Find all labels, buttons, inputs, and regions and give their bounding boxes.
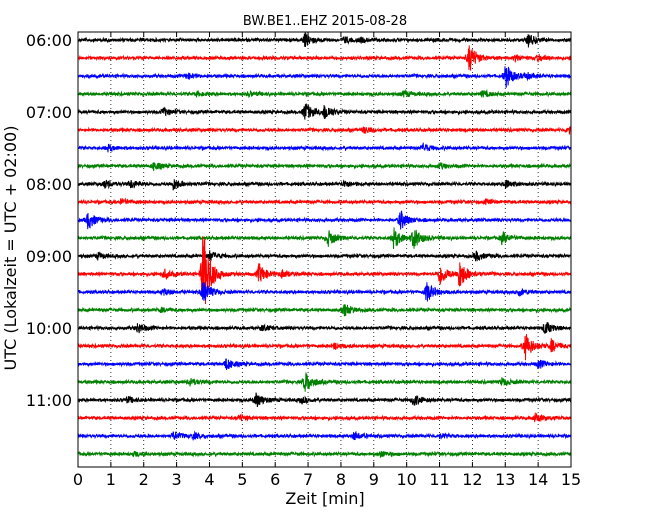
x-tick-label: 14	[528, 470, 548, 489]
trace-1030	[77, 358, 572, 371]
x-tick-label: 8	[336, 470, 346, 489]
y-tick-label: 09:00	[26, 247, 72, 266]
x-tick-label: 5	[237, 470, 247, 489]
x-tick-label: 12	[462, 470, 482, 489]
y-tick-label: 10:00	[26, 319, 72, 338]
trace-0600	[77, 32, 572, 48]
trace-0700	[77, 103, 572, 120]
trace-1145	[77, 450, 572, 458]
trace-0615	[77, 45, 572, 71]
x-tick-label: 9	[369, 470, 379, 489]
x-tick-label: 10	[396, 470, 416, 489]
chart-title: BW.BE1..EHZ 2015-08-28	[243, 14, 407, 29]
trace-1045	[77, 372, 572, 392]
trace-0930	[77, 281, 572, 302]
trace-0715	[77, 126, 572, 135]
x-tick-label: 4	[204, 470, 214, 489]
trace-0945	[77, 304, 572, 317]
trace-0900	[77, 250, 572, 262]
x-axis-label: Zeit [min]	[285, 489, 364, 508]
y-axis-ticks: 06:00 07:00 08:00 09:00 10:00 11:00	[26, 31, 571, 410]
trace-0800	[77, 179, 572, 191]
y-tick-label: 08:00	[26, 175, 72, 194]
grid-lines	[110, 32, 539, 467]
trace-0645	[77, 88, 572, 99]
trace-1000	[77, 322, 572, 334]
x-axis-ticks: 0 1 2 3 4 5 6 7 8 9 10 11 12 13 14 15	[73, 32, 581, 489]
x-tick-label: 6	[270, 470, 280, 489]
x-tick-label: 13	[495, 470, 515, 489]
x-tick-label: 3	[172, 470, 182, 489]
y-tick-label: 11:00	[26, 391, 72, 410]
y-axis-label: UTC (Lokalzeit = UTC + 02:00)	[1, 126, 20, 371]
trace-0745	[77, 162, 572, 171]
y-tick-label: 07:00	[26, 103, 72, 122]
x-tick-label: 2	[139, 470, 149, 489]
seismogram-traces	[77, 32, 572, 458]
trace-0915	[77, 236, 572, 305]
trace-0830	[77, 210, 572, 230]
trace-0845	[77, 227, 572, 250]
y-tick-label: 06:00	[26, 31, 72, 50]
trace-1115	[77, 412, 572, 423]
trace-1130	[77, 430, 572, 441]
x-tick-label: 11	[429, 470, 449, 489]
plot-frame	[77, 31, 572, 468]
x-tick-label: 15	[561, 470, 581, 489]
trace-1100	[77, 392, 572, 408]
x-tick-label: 7	[303, 470, 313, 489]
trace-0630	[77, 66, 572, 88]
trace-0730	[77, 142, 572, 153]
trace-0815	[77, 197, 572, 206]
trace-1015	[77, 334, 572, 361]
x-tick-label: 1	[106, 470, 116, 489]
x-tick-label: 0	[73, 470, 83, 489]
